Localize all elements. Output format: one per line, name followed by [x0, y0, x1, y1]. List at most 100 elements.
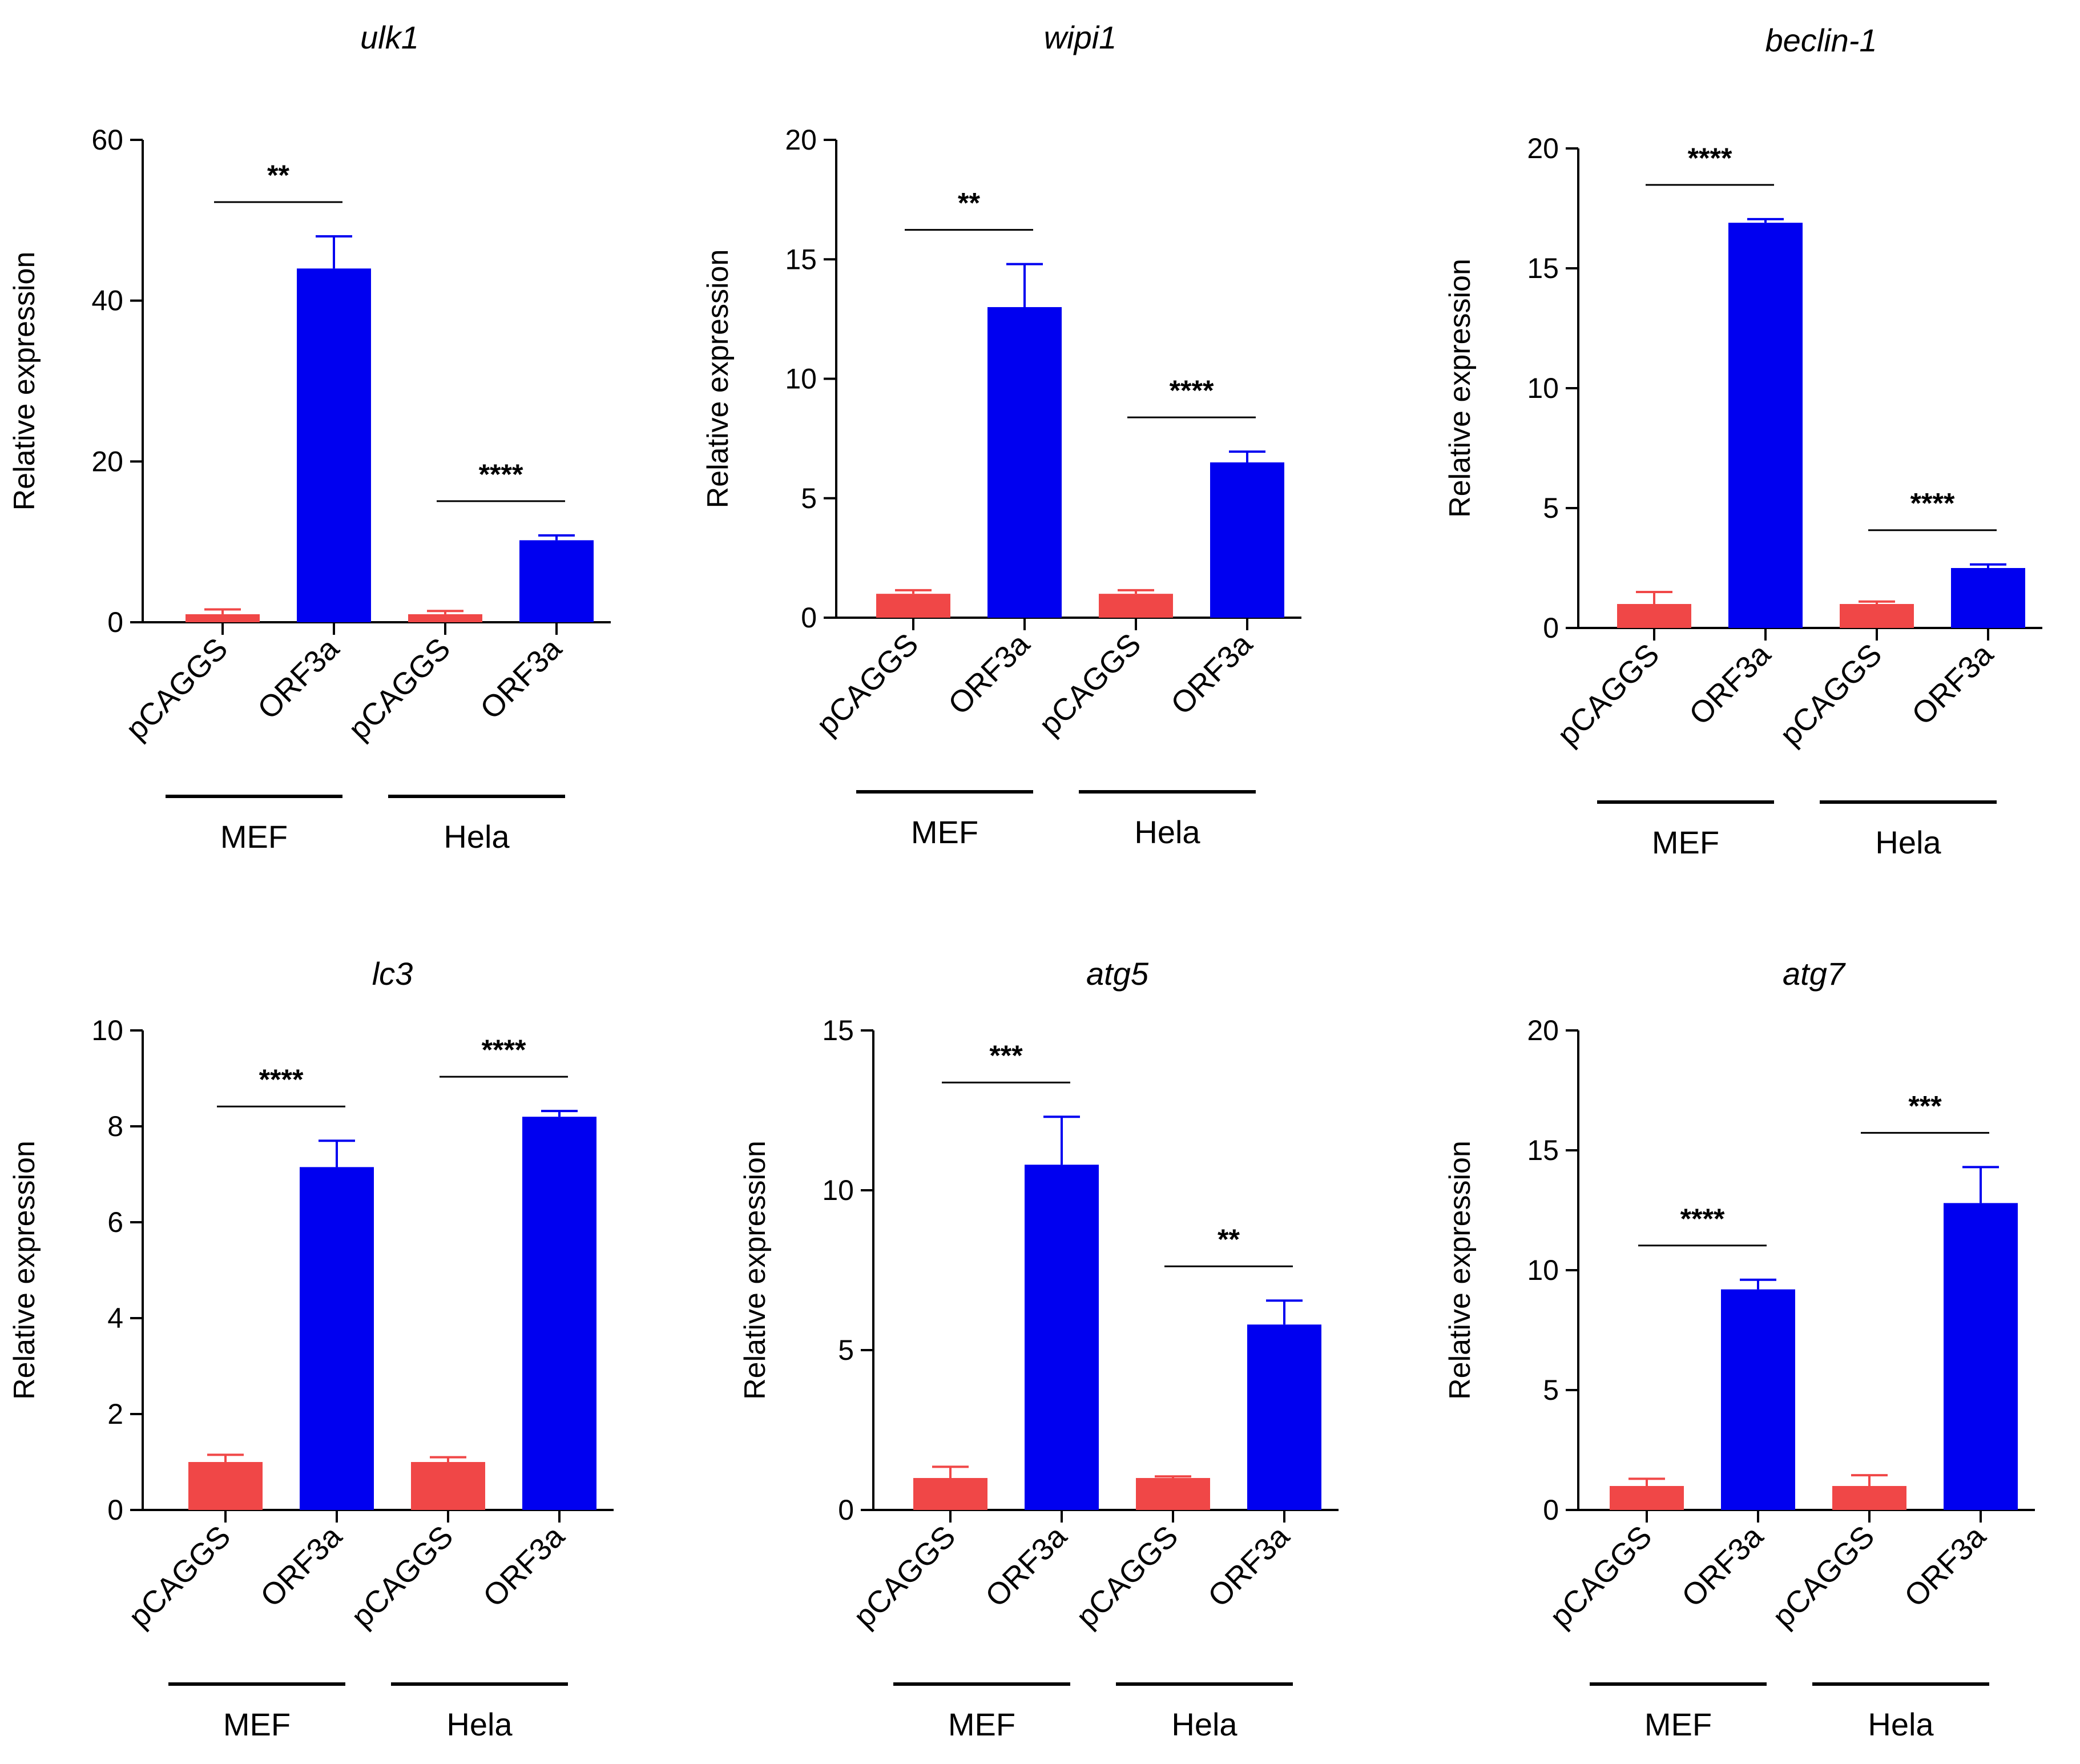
y-tick-label: 4: [107, 1302, 123, 1334]
x-tick-label: ORF3a: [1905, 637, 2000, 731]
x-tick-label: pCAGGS: [847, 1519, 962, 1634]
significance-label: ****: [1910, 488, 1955, 519]
y-tick-label: 20: [1527, 1014, 1559, 1046]
y-tick-label: 20: [1527, 132, 1559, 164]
x-tick-label: pCAGGS: [342, 631, 457, 747]
y-tick-label: 15: [785, 243, 817, 275]
significance-label: **: [1218, 1223, 1240, 1255]
x-tick-label: pCAGGS: [1551, 637, 1666, 752]
group-label: Hela: [446, 1706, 513, 1742]
bar-orf3a-hela: [1247, 1324, 1321, 1510]
y-tick-label: 5: [1543, 492, 1559, 524]
y-tick-label: 20: [91, 445, 123, 477]
panel-title: wipi1: [1044, 19, 1117, 55]
y-tick-label: 60: [91, 124, 123, 156]
y-axis-label: Relative expression: [702, 249, 735, 509]
significance-label: ****: [259, 1064, 304, 1096]
x-tick-label: pCAGGS: [1033, 627, 1148, 742]
y-tick-label: 2: [107, 1398, 123, 1430]
group-label: Hela: [1171, 1706, 1237, 1742]
y-tick-label: 5: [801, 482, 817, 514]
significance-label: ****: [479, 458, 523, 490]
x-tick-label: pCAGGS: [122, 1519, 237, 1634]
y-tick-label: 10: [1527, 1254, 1559, 1286]
bar-pcaggs-mef: [876, 594, 950, 618]
x-tick-label: pCAGGS: [119, 631, 235, 747]
significance-label: **: [958, 187, 980, 219]
significance-label: ****: [482, 1034, 526, 1066]
bar-orf3a-mef: [297, 268, 371, 622]
x-tick-label: ORF3a: [254, 1519, 349, 1613]
panel-title: lc3: [372, 956, 413, 992]
bar-pcaggs-mef: [1617, 604, 1691, 628]
x-tick-label: pCAGGS: [1773, 637, 1889, 752]
x-tick-label: ORF3a: [1164, 626, 1259, 721]
group-label: MEF: [948, 1706, 1015, 1742]
y-tick-label: 40: [91, 285, 123, 317]
x-tick-label: ORF3a: [477, 1519, 571, 1613]
bar-orf3a-mef: [300, 1167, 374, 1510]
x-tick-label: pCAGGS: [1543, 1519, 1659, 1634]
y-tick-label: 15: [1527, 1134, 1559, 1166]
x-tick-label: ORF3a: [474, 631, 569, 726]
bar-pcaggs-mef: [1610, 1486, 1684, 1510]
y-tick-label: 0: [801, 602, 817, 634]
x-tick-label: ORF3a: [942, 626, 1037, 721]
y-axis-label: Relative expression: [8, 252, 41, 511]
y-tick-label: 0: [107, 1494, 123, 1526]
bar-orf3a-hela: [519, 540, 594, 622]
significance-label: ***: [1908, 1090, 1942, 1122]
y-tick-label: 15: [822, 1014, 854, 1046]
y-tick-label: 10: [1527, 372, 1559, 404]
y-axis-label: Relative expression: [739, 1141, 772, 1400]
y-tick-label: 8: [107, 1110, 123, 1142]
y-tick-label: 0: [838, 1494, 854, 1526]
bar-orf3a-hela: [1944, 1203, 2018, 1510]
bar-orf3a-mef: [1721, 1289, 1795, 1510]
x-tick-label: ORF3a: [1898, 1519, 1993, 1613]
bar-pcaggs-hela: [408, 614, 482, 622]
bar-orf3a-mef: [1025, 1165, 1099, 1510]
bar-pcaggs-mef: [913, 1478, 987, 1510]
bar-orf3a-hela: [522, 1117, 596, 1510]
y-tick-label: 0: [107, 606, 123, 638]
panel-beclin-1: beclin-1 0 5 10 15 20 Relative expression pCAGG…: [1444, 22, 2042, 860]
x-tick-label: pCAGGS: [345, 1519, 460, 1634]
bar-pcaggs-mef: [186, 614, 260, 622]
y-tick-label: 0: [1543, 612, 1559, 644]
group-label: Hela: [444, 819, 510, 855]
bar-pcaggs-hela: [1136, 1478, 1210, 1510]
significance-label: ***: [989, 1040, 1023, 1072]
panel-title: atg7: [1783, 956, 1846, 992]
y-tick-label: 10: [785, 363, 817, 395]
y-tick-label: 0: [1543, 1494, 1559, 1526]
group-label: Hela: [1134, 814, 1200, 850]
y-tick-label: 5: [1543, 1374, 1559, 1406]
bar-pcaggs-mef: [188, 1462, 263, 1510]
x-tick-label: pCAGGS: [1766, 1519, 1881, 1634]
panel-title: ulk1: [360, 19, 419, 55]
x-tick-label: pCAGGS: [810, 627, 925, 742]
significance-label: **: [267, 159, 289, 191]
bar-pcaggs-hela: [1099, 594, 1173, 618]
y-tick-label: 5: [838, 1334, 854, 1366]
bar-orf3a-mef: [987, 307, 1062, 618]
bar-orf3a-hela: [1210, 462, 1284, 618]
y-tick-label: 6: [107, 1206, 123, 1238]
group-label: MEF: [220, 819, 288, 855]
x-tick-label: ORF3a: [251, 631, 346, 726]
y-tick-label: 10: [822, 1174, 854, 1206]
x-tick-label: ORF3a: [1202, 1519, 1296, 1613]
panel-title: beclin-1: [1765, 22, 1877, 58]
bar-orf3a-hela: [1951, 568, 2025, 628]
y-tick-label: 20: [785, 124, 817, 156]
x-tick-label: ORF3a: [1675, 1519, 1770, 1613]
group-label: MEF: [1644, 1706, 1712, 1742]
bar-pcaggs-hela: [1832, 1486, 1906, 1510]
significance-label: ****: [1170, 374, 1214, 406]
